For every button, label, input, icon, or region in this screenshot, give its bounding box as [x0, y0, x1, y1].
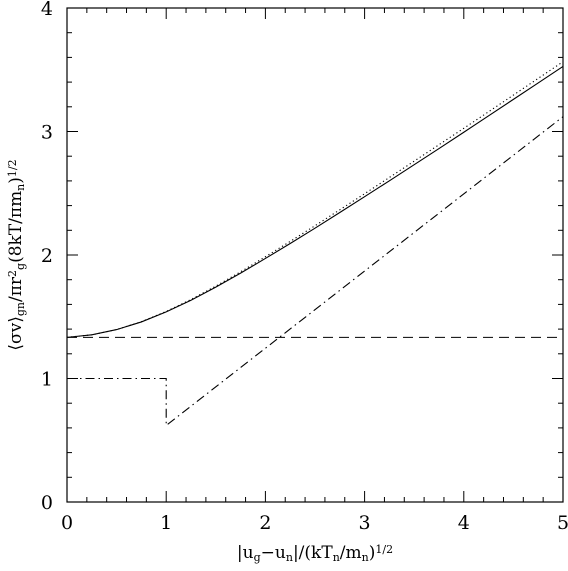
plot-frame — [66, 7, 564, 503]
series-solid-line — [66, 65, 564, 338]
x-axis-label: |ug−un|/(kTn/mn)1/2 — [237, 543, 393, 564]
x-tick-label: 3 — [359, 512, 371, 534]
y-axis-label: ⟨σv⟩gn/πr2g(8kT/πmn)1/2 — [6, 159, 27, 350]
x-tick-label: 5 — [557, 512, 568, 534]
x-tick-label: 1 — [160, 512, 172, 534]
axis-ticks — [66, 7, 564, 503]
y-tick-label: 2 — [41, 245, 53, 267]
y-tick-label: 1 — [41, 369, 53, 391]
x-tick-label: 4 — [458, 512, 470, 534]
x-tick-label: 0 — [61, 512, 73, 534]
y-tick-label: 3 — [41, 122, 53, 144]
tick-labels: 0 1 2 3 4 5 0 1 2 3 4 — [41, 0, 568, 534]
data-curves — [66, 61, 564, 427]
y-tick-label: 4 — [41, 0, 53, 20]
x-tick-label: 2 — [259, 512, 271, 534]
series-dotted-line — [66, 61, 564, 338]
series-dashdot-line — [67, 116, 564, 427]
y-tick-label: 0 — [41, 492, 53, 514]
